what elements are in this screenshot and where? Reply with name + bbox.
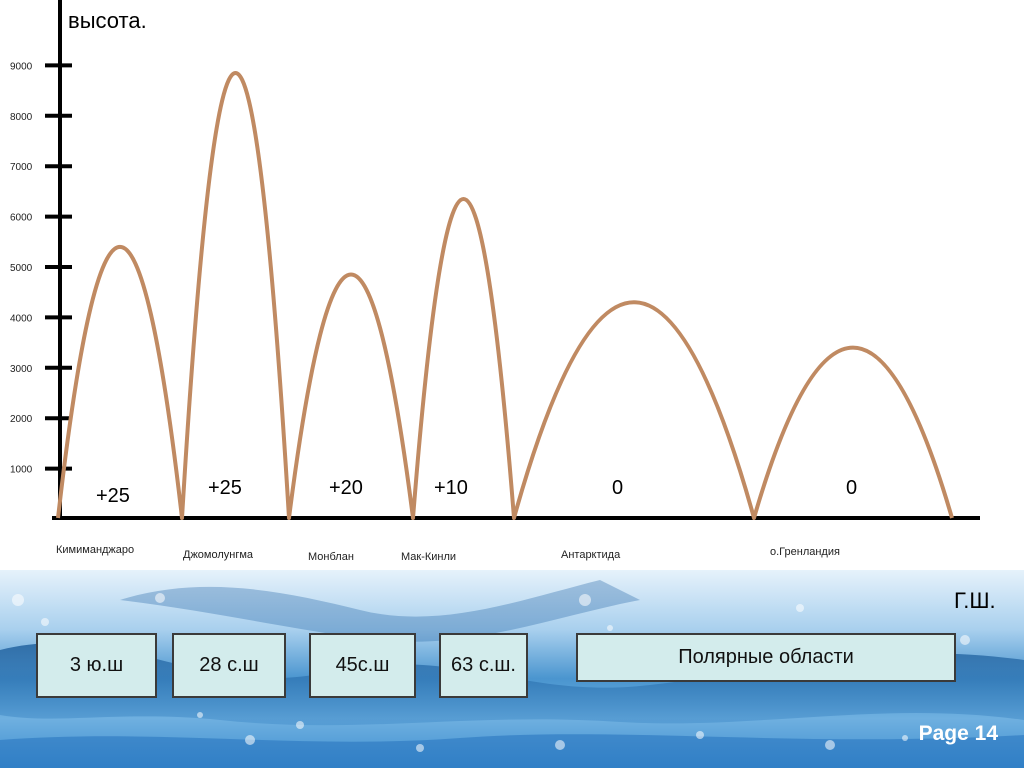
y-ticks: 1000 2000 3000 4000 5000 6000 7000 8000 9000 <box>10 61 72 476</box>
lat-box-polar: Полярные области <box>576 633 956 682</box>
x-axis-title: Г.Ш. <box>954 588 996 613</box>
category-label: Антарктида <box>561 549 621 561</box>
temperature-label: +25 <box>208 477 242 499</box>
category-label: Джомолунгма <box>183 549 254 561</box>
y-tick-label: 5000 <box>10 263 33 274</box>
temperature-labels: +25 +25 +20 +10 0 0 <box>96 477 857 507</box>
temperature-label: +20 <box>329 477 363 499</box>
lat-box-28n: 28 с.ш <box>172 633 286 698</box>
lat-box-3s: 3 ю.ш <box>36 633 157 698</box>
water-drops <box>12 593 970 752</box>
y-tick-label: 6000 <box>10 213 33 224</box>
y-axis-title: высота. <box>68 8 147 33</box>
wave-foam <box>0 734 1024 768</box>
temperature-label: +25 <box>96 485 130 507</box>
y-tick-label: 4000 <box>10 313 33 324</box>
peaks-curve <box>56 71 954 520</box>
category-label: Монблан <box>308 551 354 563</box>
y-tick-label: 3000 <box>10 364 33 375</box>
temperature-label: 0 <box>846 477 857 499</box>
category-label: о.Гренландия <box>770 546 840 558</box>
lat-box-45n: 45с.ш <box>309 633 416 698</box>
category-label: Мак-Кинли <box>401 551 456 563</box>
y-tick-label: 9000 <box>10 61 33 72</box>
y-tick-label: 2000 <box>10 414 33 425</box>
y-tick-label: 8000 <box>10 112 33 123</box>
y-tick-label: 1000 <box>10 465 33 476</box>
temperature-label: +10 <box>434 477 468 499</box>
page-number: Page 14 <box>918 722 998 745</box>
y-tick-label: 7000 <box>10 162 33 173</box>
lat-box-63n: 63 с.ш. <box>439 633 528 698</box>
wave-crest <box>120 580 640 642</box>
category-label: Кимиманджаро <box>56 544 134 556</box>
category-labels: Кимиманджаро Джомолунгма Монблан Мак-Кинли А… <box>56 544 840 563</box>
temperature-label: 0 <box>612 477 623 499</box>
